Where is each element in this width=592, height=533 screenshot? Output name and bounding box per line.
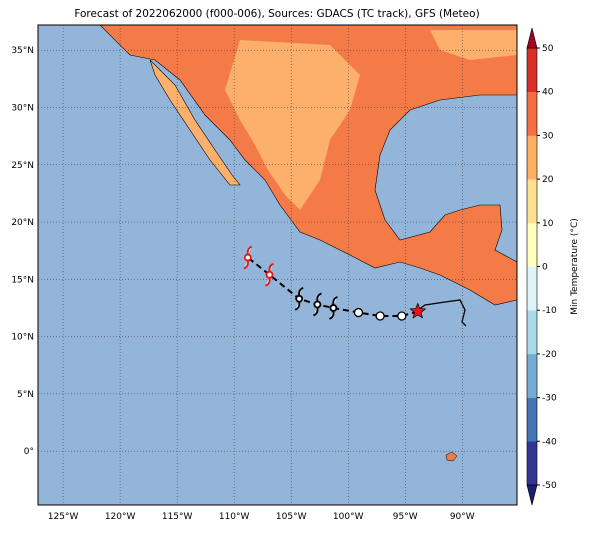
- colorbar-tick-label: -50: [542, 481, 557, 491]
- colorbar-extend-high: [526, 27, 538, 49]
- colorbar-segment: [527, 266, 537, 311]
- hurricane-symbol: [265, 262, 274, 287]
- galapagos: [445, 451, 458, 462]
- colorbar-tick-label: -30: [542, 394, 557, 404]
- colorbar-segment: [527, 222, 537, 267]
- y-tick-label: 35°N: [11, 46, 34, 56]
- colorbar-segment: [527, 91, 537, 136]
- colorbar-tick-label: -10: [542, 306, 557, 316]
- map: [38, 25, 517, 505]
- colorbar-extend-low: [526, 484, 538, 506]
- baja: [149, 59, 241, 186]
- title: Forecast of 2022062000 (f000-006), Sourc…: [74, 8, 479, 20]
- x-tick-label: 115°W: [162, 512, 193, 522]
- colorbar-segment: [527, 135, 537, 180]
- colorbar-tick-label: 40: [542, 88, 554, 98]
- land-cooler: [225, 30, 517, 210]
- hurricane-symbol: [294, 286, 304, 311]
- colorbar-tick-label: 30: [542, 131, 554, 141]
- x-tick-label: 90°W: [450, 512, 475, 522]
- colorbar-segment: [527, 397, 537, 442]
- track-point: [375, 311, 385, 321]
- colorbar-segment: [527, 310, 537, 355]
- x-tick-label: 120°W: [105, 512, 136, 522]
- y-tick-label: 5°N: [17, 390, 34, 400]
- hurricane-symbol: [313, 292, 322, 317]
- y-tick-label: 30°N: [11, 103, 34, 113]
- colorbar-segment: [527, 353, 537, 398]
- colorbar-tick-label: 50: [542, 44, 554, 54]
- colorbar-label: Min Temperature (°C): [570, 218, 580, 315]
- x-tick-label: 100°W: [333, 512, 364, 522]
- x-tick-label: 105°W: [276, 512, 307, 522]
- colorbar-tick-label: 10: [542, 219, 554, 229]
- colorbar-tick-label: -40: [542, 437, 557, 447]
- colorbar: -50 -40 -30 -20 -10 0 10 20 30 40 50 Min Temperatur…: [526, 27, 580, 506]
- colorbar-tick-label: -20: [542, 350, 557, 360]
- x-tick-label: 125°W: [48, 512, 79, 522]
- grid: [38, 25, 517, 505]
- track-point: [353, 307, 364, 318]
- track: [243, 245, 427, 321]
- hurricane-symbol: [243, 245, 253, 270]
- map-frame: [37, 24, 518, 506]
- track-point: [397, 311, 407, 321]
- x-tick-label: 95°W: [393, 512, 418, 522]
- colorbar-segment: [527, 48, 537, 92]
- y-tick-label: 15°N: [11, 275, 34, 285]
- hurricane-symbol: [328, 296, 338, 320]
- current-position: [409, 302, 427, 319]
- colorbar-segment: [527, 441, 537, 486]
- y-tick-label: 0°: [24, 447, 34, 457]
- colorbar-tick-label: 0: [542, 263, 548, 273]
- y-tick-label: 20°N: [11, 218, 34, 228]
- colorbar-tick-label: 20: [542, 175, 554, 185]
- y-tick-label: 10°N: [11, 333, 34, 343]
- observed-track: [417, 299, 467, 327]
- y-tick-label: 25°N: [11, 161, 34, 171]
- x-tick-label: 110°W: [219, 512, 250, 522]
- colorbar-segment: [527, 179, 537, 224]
